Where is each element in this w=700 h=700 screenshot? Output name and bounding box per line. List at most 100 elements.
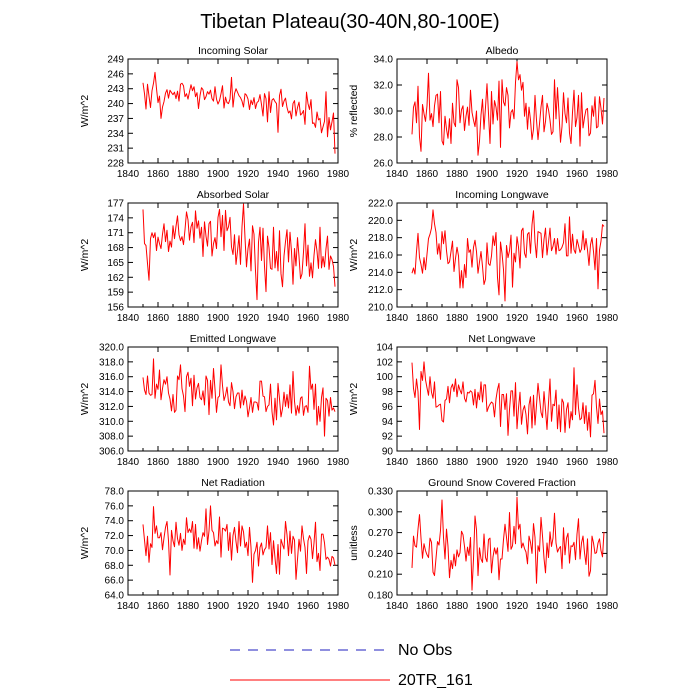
- x-tick-label: 1920: [506, 601, 529, 612]
- y-tick-label: 320.0: [99, 343, 124, 354]
- panels: Incoming Solar W/m^2 1840 1860 1880 1900 1920 1…: [79, 45, 619, 612]
- x-tick-label: 1860: [147, 457, 170, 468]
- y-tick-label: 70.0: [105, 546, 125, 557]
- y-axis-label: W/m^2: [348, 239, 360, 272]
- y-tick-label: 228: [107, 159, 124, 170]
- y-tick-label: 0.210: [368, 570, 393, 581]
- panel-incoming-longwave: Incoming Longwave W/m^2 1840 1860 1880 1900 19…: [348, 189, 619, 324]
- x-tick-label: 1940: [267, 457, 290, 468]
- y-axis-label: W/m^2: [79, 527, 91, 560]
- y-tick-label: 222.0: [368, 199, 393, 210]
- y-axis-label: % reflected: [348, 85, 360, 138]
- x-tick-label: 1920: [237, 313, 260, 324]
- y-tick-label: 104: [376, 343, 393, 354]
- y-tick-label: 318.0: [99, 357, 124, 368]
- y-tick-label: 159: [107, 288, 124, 299]
- x-tick-label: 1980: [327, 169, 350, 180]
- x-tick-label: 1860: [147, 601, 170, 612]
- y-tick-label: 212.0: [368, 285, 393, 296]
- x-tick-label: 1900: [207, 313, 230, 324]
- y-tick-label: 312.0: [99, 402, 124, 413]
- y-tick-label: 177: [107, 199, 124, 210]
- panel-title: Net Longwave: [468, 333, 535, 345]
- y-tick-label: 246: [107, 69, 124, 80]
- x-tick-label: 1900: [207, 601, 230, 612]
- x-tick-label: 1900: [476, 601, 499, 612]
- x-tick-label: 1900: [476, 457, 499, 468]
- x-tick-label: 1900: [207, 169, 230, 180]
- y-tick-label: 96: [382, 402, 394, 413]
- y-tick-label: 316.0: [99, 372, 124, 383]
- series-line-20tr-161: [142, 71, 336, 154]
- panel-net-longwave: Net Longwave W/m^2 1840 1860 1880 1900 1920 194…: [348, 333, 619, 468]
- y-tick-label: 68.0: [105, 561, 125, 572]
- x-tick-label: 1980: [327, 601, 350, 612]
- x-tick-label: 1920: [506, 169, 529, 180]
- panel-incoming-solar: Incoming Solar W/m^2 1840 1860 1880 1900 1920 1…: [79, 45, 350, 180]
- y-tick-label: 26.0: [374, 159, 394, 170]
- x-tick-label: 1880: [177, 313, 200, 324]
- x-tick-label: 1940: [267, 169, 290, 180]
- x-tick-label: 1880: [446, 457, 469, 468]
- x-tick-label: 1860: [416, 313, 439, 324]
- series-line-20tr-161: [411, 361, 605, 438]
- x-tick-label: 1960: [297, 601, 320, 612]
- x-tick-label: 1840: [117, 313, 140, 324]
- y-tick-label: 308.0: [99, 432, 124, 443]
- y-tick-label: 306.0: [99, 447, 124, 458]
- panel-title: Absorbed Solar: [197, 189, 270, 201]
- plot-frame: [396, 202, 608, 308]
- x-tick-label: 1940: [267, 313, 290, 324]
- y-axis-label: W/m^2: [79, 239, 91, 272]
- x-tick-label: 1880: [177, 457, 200, 468]
- x-tick-label: 1920: [506, 313, 529, 324]
- plot-frame: [396, 490, 608, 596]
- series-line-20tr-161: [411, 61, 605, 156]
- x-tick-label: 1980: [327, 457, 350, 468]
- y-tick-label: 165: [107, 258, 124, 269]
- series-line-20tr-161: [411, 496, 605, 591]
- plot-frame: [127, 490, 339, 596]
- y-tick-label: 32.0: [374, 81, 394, 92]
- x-tick-label: 1860: [416, 457, 439, 468]
- y-tick-label: 74.0: [105, 516, 125, 527]
- plot-frame: [127, 202, 339, 308]
- x-tick-label: 1980: [596, 313, 619, 324]
- y-tick-label: 231: [107, 144, 124, 155]
- x-tick-label: 1960: [297, 169, 320, 180]
- y-tick-label: 156: [107, 303, 124, 314]
- x-tick-label: 1960: [566, 457, 589, 468]
- y-tick-label: 102: [376, 357, 393, 368]
- x-tick-label: 1980: [327, 313, 350, 324]
- x-tick-label: 1960: [297, 313, 320, 324]
- y-tick-label: 314.0: [99, 387, 124, 398]
- y-tick-label: 0.300: [368, 507, 393, 518]
- y-tick-label: 100: [376, 372, 393, 383]
- y-tick-label: 0.240: [368, 549, 393, 560]
- x-tick-label: 1880: [446, 169, 469, 180]
- y-tick-label: 310.0: [99, 417, 124, 428]
- x-tick-label: 1840: [386, 313, 409, 324]
- y-tick-label: 237: [107, 114, 124, 125]
- y-tick-label: 72.0: [105, 531, 125, 542]
- x-tick-label: 1980: [596, 169, 619, 180]
- legend-label-no-obs: No Obs: [398, 642, 452, 659]
- panel-emitted-longwave: Emitted Longwave W/m^2 1840 1860 1880 1900 192…: [79, 333, 350, 468]
- y-tick-label: 90: [382, 447, 394, 458]
- x-tick-label: 1880: [446, 313, 469, 324]
- y-tick-label: 78.0: [105, 487, 125, 498]
- y-axis-label: unitless: [348, 525, 360, 561]
- x-tick-label: 1880: [177, 169, 200, 180]
- series-line-20tr-161: [142, 505, 336, 583]
- y-tick-label: 30.0: [374, 107, 394, 118]
- panel-title: Ground Snow Covered Fraction: [428, 477, 576, 489]
- x-tick-label: 1940: [267, 601, 290, 612]
- y-axis-label: W/m^2: [79, 383, 91, 416]
- series-line-20tr-161: [142, 358, 336, 437]
- x-tick-label: 1920: [237, 601, 260, 612]
- y-tick-label: 34.0: [374, 55, 394, 66]
- y-tick-label: 240: [107, 99, 124, 110]
- y-tick-label: 0.180: [368, 591, 393, 602]
- y-tick-label: 28.0: [374, 133, 394, 144]
- panel-albedo: Albedo % reflected 1840 1860 1880 1900 1920 194…: [348, 45, 619, 180]
